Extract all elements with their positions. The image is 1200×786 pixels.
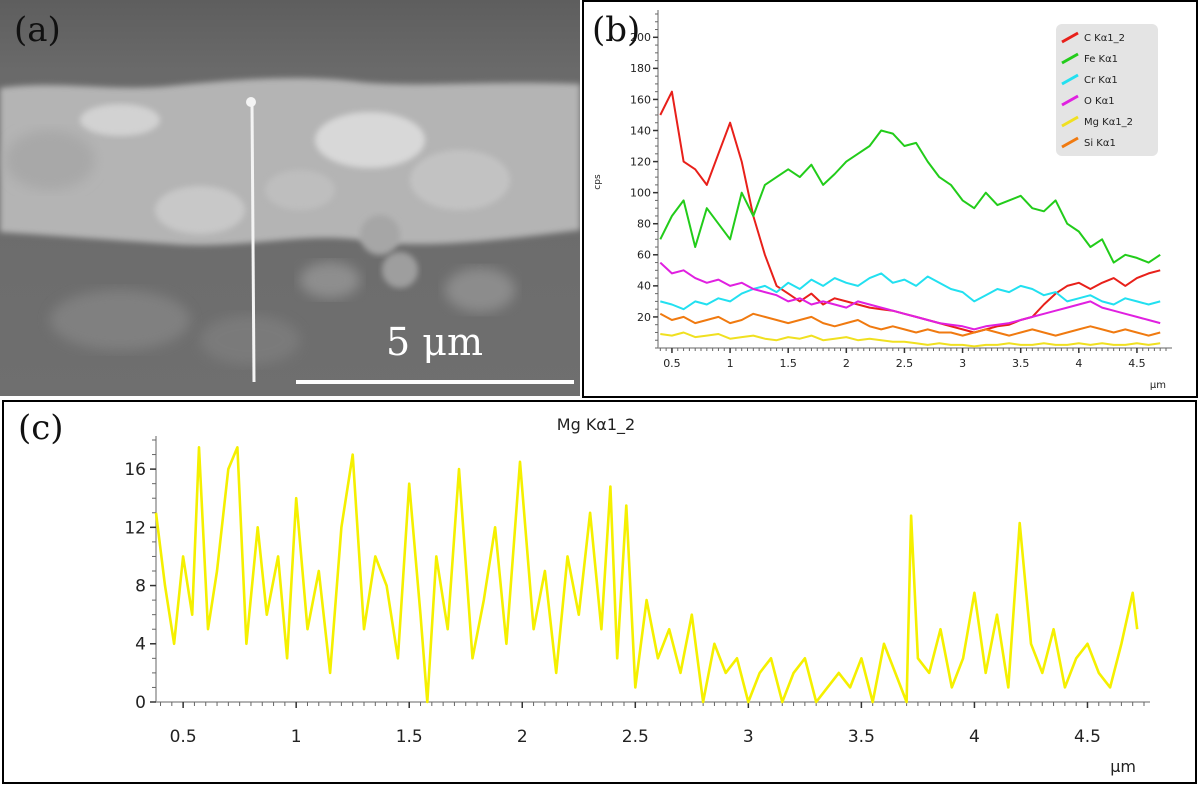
linescan-line xyxy=(250,101,256,383)
chart-title: Mg Kα1_2 xyxy=(557,415,635,435)
y-tick-label: 160 xyxy=(630,93,651,106)
legend-label-0: C Kα1_2 xyxy=(1084,33,1125,44)
x-tick-label: 3 xyxy=(959,357,966,370)
y-tick-label: 80 xyxy=(637,218,651,231)
x-tick-label: 0.5 xyxy=(170,727,197,747)
legend-label-4: Mg Kα1_2 xyxy=(1084,117,1133,128)
x-tick-label: 1 xyxy=(291,727,302,747)
x-tick-label: 4 xyxy=(969,727,980,747)
x-tick-label: 2 xyxy=(517,727,528,747)
y-tick-label: 120 xyxy=(630,155,651,168)
grain xyxy=(80,104,160,136)
panel-c-label: (c) xyxy=(18,408,64,448)
x-tick-label: 4.5 xyxy=(1074,727,1101,747)
series-line-0 xyxy=(154,445,1139,704)
panel-a-label: (a) xyxy=(14,10,61,50)
multi-element-linescan-chart: 0.5 1 1.5 2 2.5 3 3.5 4 4.5 20 40 60 80 100 120 140 160 1… xyxy=(593,10,1172,391)
x-axis-label: μm xyxy=(1150,380,1166,391)
series-line-3 xyxy=(659,261,1161,331)
series-line-5 xyxy=(659,312,1161,337)
grain xyxy=(315,112,425,168)
series-line-1 xyxy=(659,129,1161,264)
linescan-start-marker xyxy=(246,97,256,107)
y-tick-label: 60 xyxy=(637,249,651,262)
panel-b-label: (b) xyxy=(592,10,641,50)
grain xyxy=(360,215,400,255)
grain xyxy=(50,290,190,350)
legend-swatch-2 xyxy=(1061,73,1079,86)
x-tick-label: 2.5 xyxy=(622,727,649,747)
grain xyxy=(410,150,510,210)
x-tick-label: 3.5 xyxy=(1012,357,1030,370)
y-tick-label: 8 xyxy=(135,577,146,597)
legend-box xyxy=(1056,24,1158,156)
legend-swatch-5 xyxy=(1061,136,1079,149)
grain xyxy=(445,268,515,312)
series-line-4 xyxy=(660,331,1161,348)
x-tick-label: 3.5 xyxy=(848,727,875,747)
y-tick-label: 180 xyxy=(630,62,651,75)
legend-swatch-3 xyxy=(1061,94,1079,107)
y-tick-label: 100 xyxy=(630,187,651,200)
y-tick-label: 40 xyxy=(637,280,651,293)
x-tick-label: 3 xyxy=(743,727,754,747)
y-tick-label: 12 xyxy=(124,518,146,538)
legend-label-1: Fe Kα1 xyxy=(1084,54,1118,65)
sem-image-panel: (a) 5 μm xyxy=(0,0,580,396)
y-tick-label: 20 xyxy=(637,311,651,324)
x-tick-label: 1.5 xyxy=(779,357,797,370)
grain xyxy=(265,170,335,210)
series-line-2 xyxy=(660,272,1161,311)
legend-swatch-4 xyxy=(1061,115,1079,128)
x-tick-label: 1 xyxy=(727,357,734,370)
y-axis-label: cps xyxy=(593,174,603,190)
grain xyxy=(155,186,245,234)
legend-label-5: Si Kα1 xyxy=(1084,138,1116,149)
legend-label-2: Cr Kα1 xyxy=(1084,75,1118,86)
sem-micrograph xyxy=(0,0,580,396)
x-tick-label: 4.5 xyxy=(1128,357,1146,370)
mg-linescan-chart: 0.5 1 1.5 2 2.5 3 3.5 4 4.5 0 4 8 12 16 μm Mg Kα1_2 xyxy=(124,415,1150,776)
grain xyxy=(382,252,418,288)
legend: C Kα1_2 Fe Kα1 Cr Kα1 O Kα1 Mg Kα1_2 Si Kα1 xyxy=(1056,24,1158,156)
x-tick-label: 2.5 xyxy=(896,357,914,370)
x-tick-label: 4 xyxy=(1075,357,1082,370)
x-tick-label: 1.5 xyxy=(396,727,423,747)
y-tick-label: 16 xyxy=(124,460,146,480)
scale-bar-label: 5 μm xyxy=(386,320,483,364)
x-tick-label: 2 xyxy=(843,357,850,370)
y-tick-label: 4 xyxy=(135,635,146,655)
x-tick-label: 0.5 xyxy=(663,357,681,370)
y-tick-label: 140 xyxy=(630,124,651,137)
x-axis-label: μm xyxy=(1110,757,1136,776)
mg-linescan-chart-panel: 0.5 1 1.5 2 2.5 3 3.5 4 4.5 0 4 8 12 16 μm Mg Kα1_2 (c) xyxy=(2,400,1197,784)
y-tick-label: 0 xyxy=(135,693,146,713)
grain xyxy=(5,130,95,190)
legend-label-3: O Kα1 xyxy=(1084,96,1115,107)
legend-swatch-1 xyxy=(1061,52,1079,65)
legend-swatch-0 xyxy=(1061,31,1079,44)
linescan-chart-panel: 0.5 1 1.5 2 2.5 3 3.5 4 4.5 20 40 60 80 100 120 140 160 1… xyxy=(582,0,1198,398)
grain xyxy=(300,262,360,298)
y-tick-label: 200 xyxy=(630,31,651,44)
grain xyxy=(200,315,300,365)
